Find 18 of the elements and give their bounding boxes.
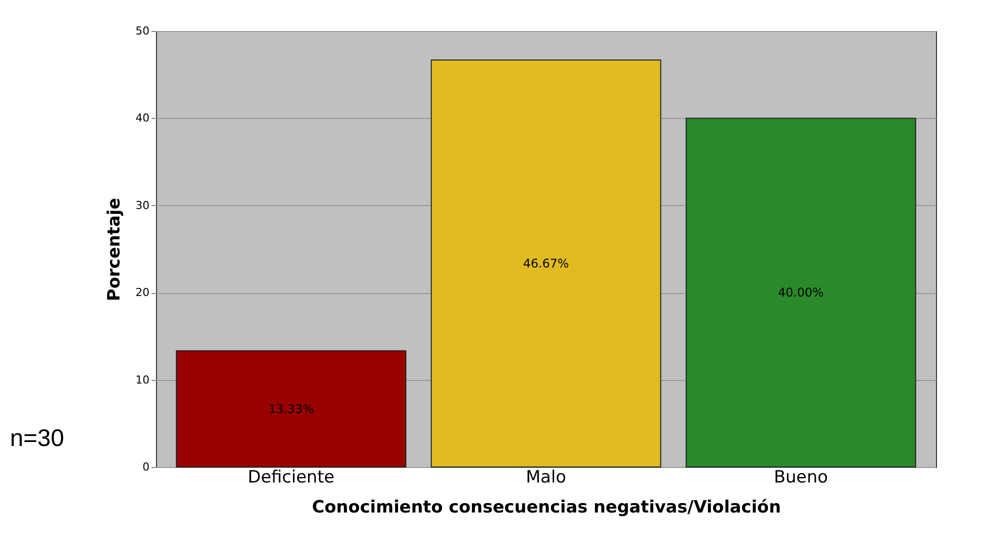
data-label: 40.00% [778,286,824,300]
y-tick-label: 20 [136,286,150,300]
y-axis-title: Porcentaje [104,198,125,302]
text: n=30 [10,425,64,453]
bar [430,60,662,468]
bar [176,350,406,468]
x-tick-label: Bueno [774,468,828,488]
y-tick-label: 0 [142,460,150,474]
y-tick-label: 10 [136,373,150,386]
x-axis-title: Conocimiento consecuencias negativas/Violación [312,498,781,518]
bar [686,118,916,468]
y-tick-label: 40 [136,112,150,125]
data-label: 13.33% [268,402,314,416]
y-tick-label: 30 [136,198,150,212]
x-tick-label: Malo [526,468,566,488]
y-tick-label: 50 [136,24,150,38]
data-label: 46.67% [523,256,569,271]
x-tick-label: Deficiente [248,468,334,488]
